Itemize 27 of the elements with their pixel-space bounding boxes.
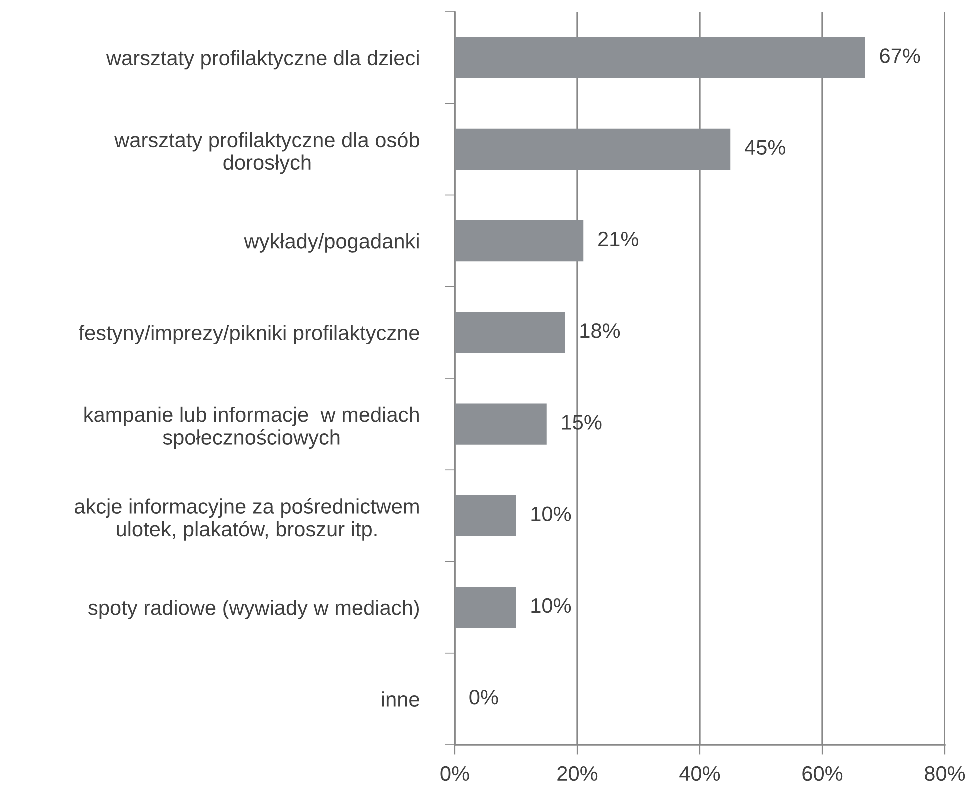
y-tick-label: akcje informacyjne za pośrednictwem ulotek, plakatów, broszur itp. (74, 498, 419, 541)
bar (455, 586, 516, 628)
y-tick-label: warsztaty profilaktyczne dla dzieci (106, 50, 419, 70)
bar (455, 312, 566, 354)
y-tick-label: inne (382, 692, 420, 707)
data-label: 10% (532, 598, 572, 614)
data-label: 45% (744, 140, 786, 156)
y-tick-label: festyny/imprezy/pikniki profilaktyczne (79, 325, 420, 345)
x-tick-label: 20% (558, 766, 598, 782)
data-label: 18% (580, 324, 620, 338)
y-tick-label: spoty radiowe (wywiady w mediach) (88, 600, 419, 620)
data-label: 21% (598, 232, 638, 247)
data-label: 10% (532, 506, 572, 522)
y-tick-label: wykłady/pogadanki (244, 234, 419, 253)
y-tick-label: warsztaty profilaktyczne dla osób dorosłych (114, 132, 420, 174)
data-label: 67% (880, 48, 920, 64)
bar (455, 128, 731, 170)
x-tick-label: 0% (440, 766, 470, 782)
bar (455, 37, 866, 78)
bar (455, 404, 547, 445)
bar (455, 220, 584, 262)
x-tick-label: 40% (680, 766, 720, 782)
data-label: 0% (470, 690, 498, 705)
x-tick-label: 80% (925, 766, 966, 782)
x-tick-label: 60% (802, 766, 843, 782)
y-tick-label: kampanie lub informacje w mediach społecznościowych (84, 406, 419, 450)
bar (455, 495, 516, 537)
